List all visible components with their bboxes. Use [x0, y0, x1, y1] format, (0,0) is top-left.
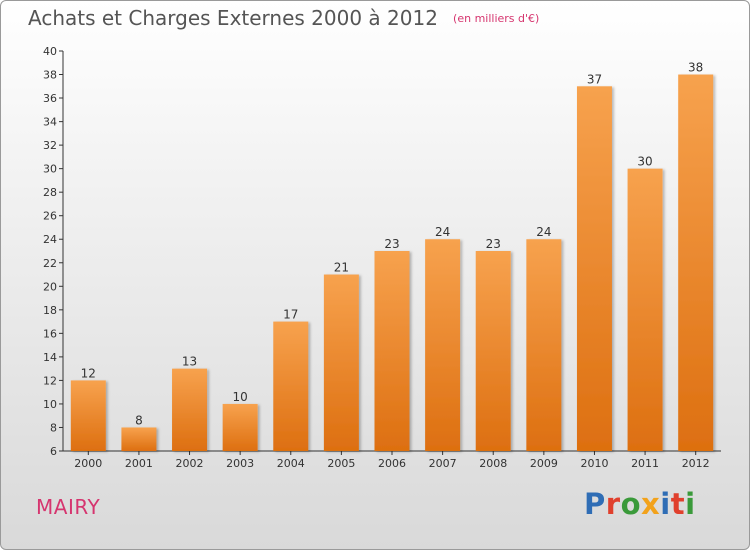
y-tick-label: 6: [50, 445, 57, 458]
bar-2010: [576, 86, 612, 451]
logo-letter: i: [660, 487, 671, 521]
data-label-2000: 12: [81, 366, 96, 380]
x-tick-label-2004: 2004: [277, 457, 305, 470]
y-tick-label: 20: [43, 280, 57, 293]
bar-2005: [323, 274, 359, 451]
labels: 2000 12 2001 8 2002 13 2003 10 2004 17 2005 21 2006 2…: [74, 61, 709, 470]
bar-2002: [172, 368, 208, 451]
axes: 6 8 10 12 14 16 18 20 22 24 26 28 30 32 34 36 38 40: [43, 45, 721, 458]
data-label-2007: 24: [435, 225, 450, 239]
x-tick-label-2012: 2012: [682, 457, 710, 470]
town-name: MAIRY: [36, 495, 101, 519]
logo-letter: t: [670, 487, 686, 521]
bar-2006: [374, 251, 410, 451]
data-label-2012: 38: [688, 61, 703, 75]
x-tick-label-2002: 2002: [176, 457, 204, 470]
chart-subtitle: (en milliers d'€): [453, 12, 540, 25]
data-label-2009: 24: [536, 225, 551, 239]
data-label-2008: 23: [486, 237, 501, 251]
x-tick-label-2000: 2000: [74, 457, 102, 470]
logo-letter: r: [605, 487, 621, 521]
data-label-2006: 23: [384, 237, 399, 251]
bars: [70, 74, 714, 451]
x-tick-label-2003: 2003: [226, 457, 254, 470]
bar-2001: [121, 427, 157, 451]
y-tick-label: 22: [43, 257, 57, 270]
y-tick-label: 14: [43, 351, 57, 364]
y-tick-label: 26: [43, 210, 57, 223]
data-label-2004: 17: [283, 308, 298, 322]
proxiti-logo[interactable]: Proxiti: [584, 487, 696, 521]
bar-2003: [222, 403, 258, 451]
x-tick-label-2008: 2008: [479, 457, 507, 470]
y-tick-label: 24: [43, 233, 57, 246]
y-tick-label: 34: [43, 116, 57, 129]
y-tick-label: 16: [43, 327, 57, 340]
y-tick-label: 38: [43, 69, 57, 82]
bar-2011: [627, 168, 663, 451]
data-label-2005: 21: [334, 261, 349, 275]
bar-2000: [70, 380, 106, 451]
y-tick-label: 8: [50, 421, 57, 434]
data-label-2002: 13: [182, 355, 197, 369]
chart-title: Achats et Charges Externes 2000 à 2012: [28, 6, 438, 30]
data-label-2003: 10: [233, 390, 248, 404]
data-label-2001: 8: [135, 413, 143, 427]
logo-letter: P: [584, 487, 606, 521]
x-tick-label-2009: 2009: [530, 457, 558, 470]
x-tick-label-2011: 2011: [631, 457, 659, 470]
x-tick-label-2006: 2006: [378, 457, 406, 470]
y-tick-label: 30: [43, 163, 57, 176]
logo-letter: i: [685, 487, 696, 521]
bar-2009: [526, 239, 562, 451]
data-label-2011: 30: [637, 155, 652, 169]
chart-header: Achats et Charges Externes 2000 à 2012 (…: [28, 6, 539, 30]
bar-2004: [273, 321, 309, 451]
x-tick-label-2001: 2001: [125, 457, 153, 470]
y-tick-label: 28: [43, 186, 57, 199]
y-tick-label: 40: [43, 45, 57, 58]
y-tick-label: 10: [43, 398, 57, 411]
x-tick-label-2007: 2007: [429, 457, 457, 470]
logo-letter: x: [641, 487, 661, 521]
y-tick-label: 36: [43, 92, 57, 105]
y-tick-label: 32: [43, 139, 57, 152]
data-label-2010: 37: [587, 72, 602, 86]
x-tick-label-2010: 2010: [580, 457, 608, 470]
logo-letter: o: [620, 487, 642, 521]
bar-2008: [475, 251, 511, 451]
bar-2007: [425, 239, 461, 451]
x-tick-label-2005: 2005: [327, 457, 355, 470]
y-tick-label: 18: [43, 304, 57, 317]
y-tick-label: 12: [43, 374, 57, 387]
bar-2012: [678, 74, 714, 451]
